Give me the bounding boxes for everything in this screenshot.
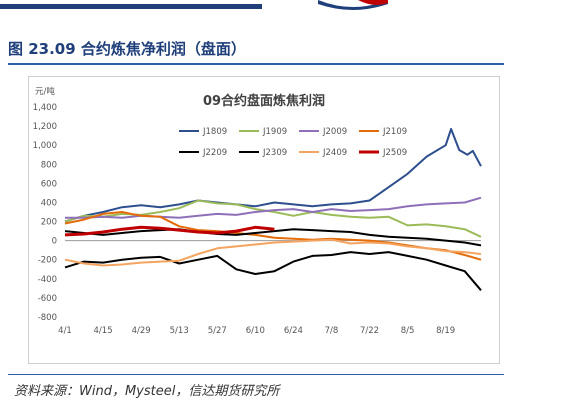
y-tick-label: 200 [41, 218, 57, 228]
series-line-j1809 [64, 128, 482, 223]
title-divider [8, 63, 504, 65]
y-unit-label: 元/吨 [35, 86, 55, 97]
x-tick-label: 5/13 [170, 326, 189, 336]
legend-label: J2109 [382, 127, 407, 137]
footer-divider [8, 374, 504, 375]
y-tick-label: -400 [38, 275, 57, 285]
header-accent-bar [0, 4, 262, 9]
series-line-j2009 [65, 196, 482, 219]
x-tick-label: 7/8 [325, 326, 339, 336]
legend-label: J2509 [382, 148, 407, 158]
y-tick-label: 1,000 [33, 141, 57, 151]
series-lines [64, 128, 482, 291]
x-tick-label: 6/24 [284, 326, 303, 336]
x-axis: 4/1 4/15 4/29 5/13 5/27 6/10 6/24 7/8 7/22 8/5 8/1… [58, 240, 481, 336]
series-line-j2509 [64, 225, 275, 237]
y-tick-label: 1,400 [33, 103, 57, 113]
brand-logo-icon [318, 0, 388, 10]
legend-label: J2309 [262, 148, 287, 158]
x-tick-label: 8/5 [401, 326, 415, 336]
x-tick-label: 8/19 [436, 326, 455, 336]
x-tick-label: 7/22 [360, 326, 379, 336]
legend: J1809 J1909 J2009 J2109 J2209 J2309 J2409 J2509 [179, 127, 407, 158]
legend-label: J1809 [202, 127, 227, 137]
line-chart: 09合约盘面炼焦利润 元/吨 1,400 1,200 1,000 800 600 400 2… [33, 86, 482, 336]
y-axis: 1,400 1,200 1,000 800 600 400 200 0 -200 -400 -600… [33, 103, 57, 323]
y-tick-label: 400 [41, 198, 57, 208]
source-note: 资料来源：Wind，Mysteel，信达期货研究所 [14, 384, 280, 399]
y-tick-label: -200 [38, 256, 57, 266]
x-tick-label: 4/29 [132, 326, 151, 336]
legend-label: J2009 [322, 127, 347, 137]
x-tick-label: 4/15 [94, 326, 113, 336]
y-tick-label: 0 [52, 237, 57, 247]
series-line-j2109 [64, 211, 482, 261]
x-tick-label: 5/27 [208, 326, 227, 336]
y-tick-label: -800 [38, 313, 57, 323]
x-tick-label: 6/10 [246, 326, 265, 336]
y-tick-label: 800 [41, 160, 57, 170]
y-tick-label: 600 [41, 179, 57, 189]
x-tick-label: 4/1 [58, 326, 72, 336]
chart-title: 09合约盘面炼焦利润 [203, 93, 325, 109]
series-line-j2409 [64, 238, 482, 267]
legend-label: J2409 [322, 148, 347, 158]
y-tick-label: 1,200 [33, 122, 57, 132]
series-line-j2309 [64, 251, 482, 291]
legend-label: J1909 [262, 127, 287, 137]
y-tick-label: -600 [38, 294, 57, 304]
chart-container: 09合约盘面炼焦利润 元/吨 1,400 1,200 1,000 800 600 400 2… [28, 76, 500, 364]
figure-title: 图 23.09 合约炼焦净利润（盘面） [8, 40, 246, 58]
legend-label: J2209 [202, 148, 227, 158]
series-line-j2209 [64, 228, 482, 247]
